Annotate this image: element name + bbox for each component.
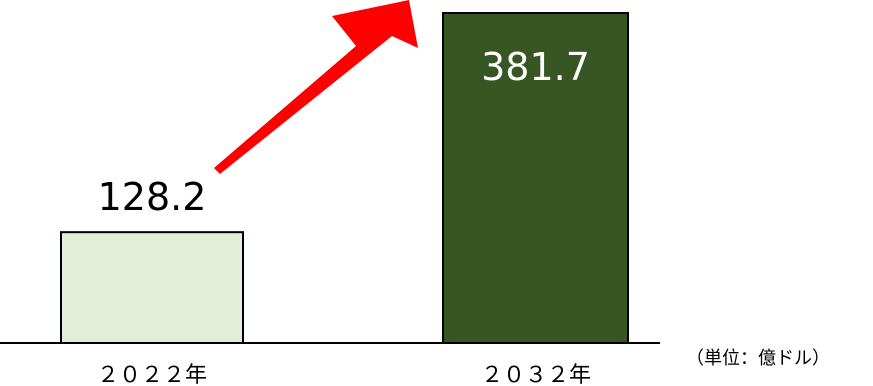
growth-arrow-icon	[214, 0, 418, 174]
bar-2022	[60, 231, 244, 344]
unit-label: （単位：億ドル）	[686, 348, 830, 369]
bar-2032	[442, 12, 629, 344]
category-label-2022: ２０２２年	[97, 363, 207, 386]
value-label-2032: 381.7	[481, 45, 590, 89]
category-label-2032: ２０３２年	[481, 363, 591, 386]
value-label-2022: 128.2	[98, 175, 207, 219]
